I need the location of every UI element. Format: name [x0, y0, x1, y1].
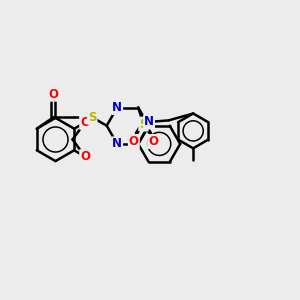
Text: O: O [129, 135, 139, 148]
Text: O: O [80, 116, 90, 129]
Text: N: N [144, 116, 154, 128]
Text: N: N [112, 101, 122, 114]
Text: N: N [112, 137, 122, 150]
Text: O: O [80, 150, 90, 163]
Text: O: O [48, 88, 58, 101]
Text: S: S [139, 118, 148, 130]
Text: O: O [148, 135, 158, 148]
Text: S: S [88, 111, 97, 124]
